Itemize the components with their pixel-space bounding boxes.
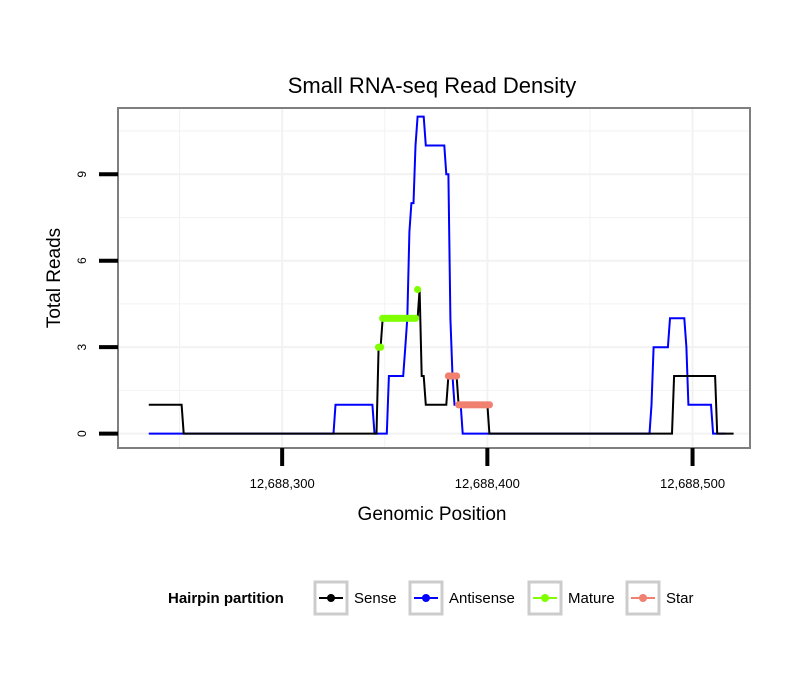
series-mature <box>375 285 422 351</box>
y-axis: 0 3 6 9 <box>75 171 118 437</box>
legend-label: Mature <box>568 590 615 607</box>
legend-key-point <box>541 594 549 602</box>
mature-point <box>411 314 420 322</box>
sense-line <box>148 289 734 435</box>
legend-key-point <box>639 594 647 602</box>
legend-title: Hairpin partition <box>168 590 284 607</box>
grid-lines <box>118 108 750 448</box>
y-tick-label: 9 <box>75 171 89 178</box>
legend-item-star: Star <box>625 580 694 616</box>
legend-item-sense: Sense <box>313 580 397 616</box>
legend-item-antisense: Antisense <box>408 580 515 616</box>
plot-panel-border <box>117 107 751 449</box>
series-antisense <box>148 115 726 435</box>
y-tick-label: 0 <box>75 430 89 437</box>
legend-label: Sense <box>354 590 397 607</box>
y-axis-title: Total Reads <box>44 228 65 328</box>
legend-key-point <box>327 594 335 602</box>
series-sense <box>148 289 734 435</box>
legend: Hairpin partition Sense Antisense Mature St… <box>168 580 694 616</box>
x-tick-label: 12,688,500 <box>660 476 725 491</box>
y-tick-label: 3 <box>75 344 89 351</box>
y-tick-label: 6 <box>75 257 89 264</box>
antisense-line <box>148 115 726 435</box>
series-layer <box>148 115 734 435</box>
plot-panel-background <box>118 108 750 448</box>
legend-item-mature: Mature <box>527 580 615 616</box>
mature-point <box>414 285 422 294</box>
x-axis-title: Genomic Position <box>358 504 507 525</box>
x-axis: 12,688,300 12,688,400 12,688,500 <box>250 448 725 491</box>
series-star <box>444 372 493 409</box>
chart-title: Small RNA-seq Read Density <box>288 73 577 98</box>
x-tick-label: 12,688,400 <box>455 476 520 491</box>
x-tick-label: 12,688,300 <box>250 476 315 491</box>
legend-label: Star <box>666 590 694 607</box>
legend-keys: Sense Antisense Mature Star <box>313 580 694 616</box>
star-point <box>453 372 461 380</box>
mature-point <box>377 343 385 351</box>
star-point <box>485 401 493 409</box>
legend-key-point <box>422 594 430 602</box>
legend-label: Antisense <box>449 590 515 607</box>
